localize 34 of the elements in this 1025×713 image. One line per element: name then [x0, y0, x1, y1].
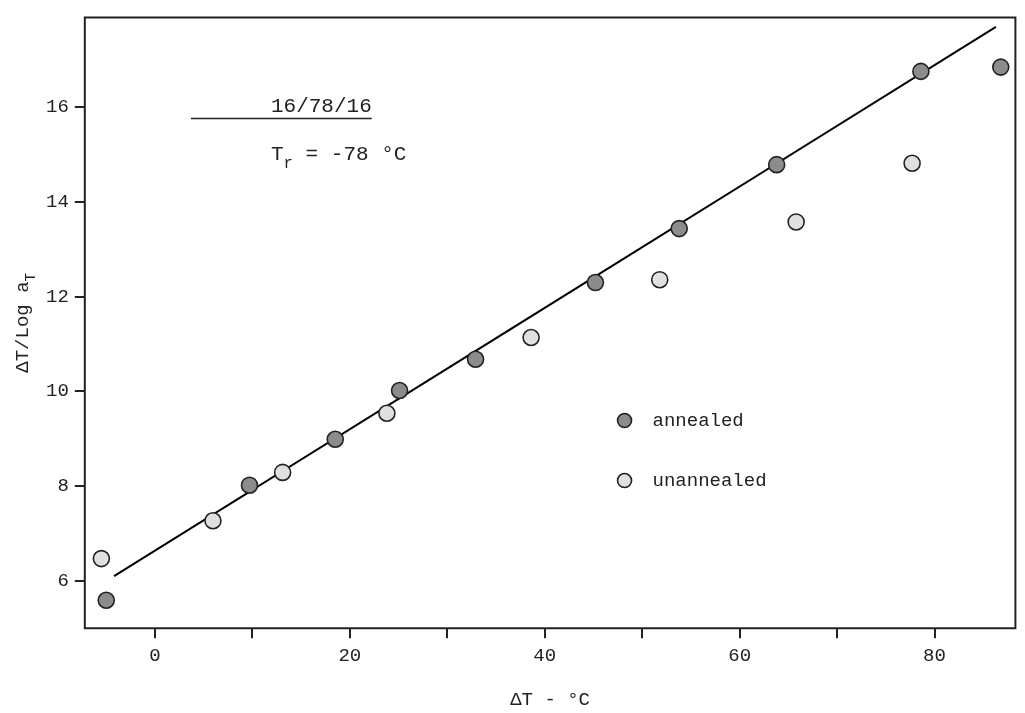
y-axis-title: ΔT/Log aT	[12, 272, 39, 373]
point	[378, 404, 396, 423]
point	[767, 155, 786, 174]
x-tick-label: 80	[923, 644, 946, 667]
x-tick-label: 40	[533, 644, 557, 667]
point	[390, 381, 409, 400]
y-tick-label: 14	[45, 191, 69, 214]
point	[92, 549, 111, 568]
point	[466, 350, 485, 369]
y-tick-label: 8	[57, 475, 69, 498]
point	[787, 213, 805, 231]
point	[650, 270, 669, 289]
point	[273, 463, 292, 482]
annotation: 16/78/16	[270, 95, 372, 119]
legend-label: unannealed	[652, 469, 767, 492]
point	[97, 591, 116, 610]
point	[991, 58, 1010, 76]
y-tick-label: 12	[45, 285, 69, 308]
legend-label: annealed	[652, 409, 744, 432]
point	[903, 154, 921, 173]
point	[204, 511, 222, 530]
point	[670, 219, 689, 238]
point	[586, 273, 605, 292]
point	[240, 476, 259, 495]
point	[326, 430, 345, 449]
x-tick-label: 20	[338, 644, 362, 667]
x-tick-label: 0	[149, 644, 161, 667]
point	[522, 328, 540, 347]
x-axis-title: ΔT - °C	[510, 689, 591, 711]
y-tick-label: 6	[57, 569, 69, 592]
point	[912, 62, 930, 81]
x-tick-label: 60	[728, 644, 752, 667]
y-tick-label: 10	[45, 380, 69, 403]
y-tick-label: 16	[45, 96, 69, 119]
